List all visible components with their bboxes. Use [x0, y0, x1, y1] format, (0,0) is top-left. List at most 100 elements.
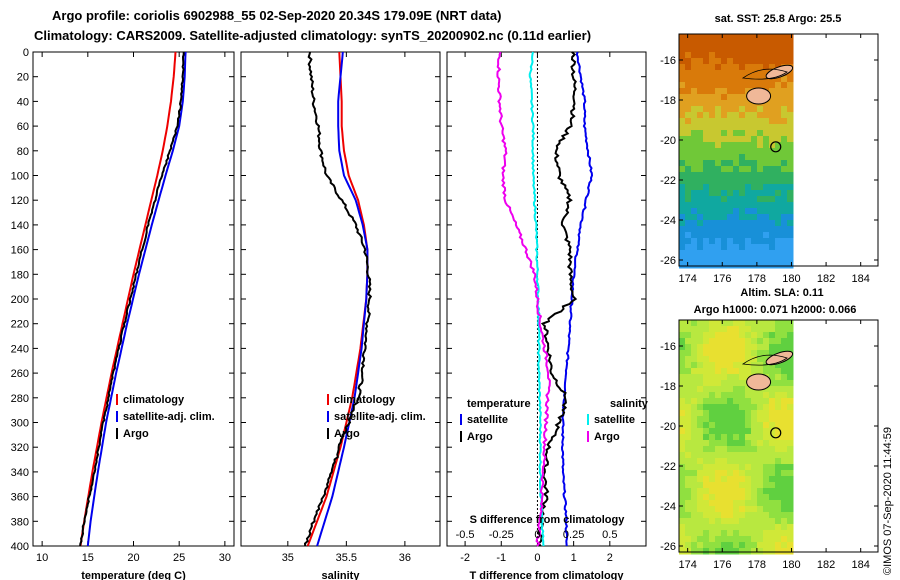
map-cell	[739, 464, 746, 471]
map-cell	[787, 40, 794, 47]
map-cell	[703, 494, 710, 501]
map-cell	[751, 518, 758, 525]
y-tick-label: 200	[11, 294, 29, 306]
map-cell	[757, 524, 764, 531]
map-cell	[715, 470, 722, 477]
map-cell	[769, 172, 776, 179]
map-cell	[721, 112, 728, 119]
x-axis-label: temperature (deg C)	[81, 570, 186, 580]
map-cell	[691, 130, 698, 137]
map-cell	[703, 172, 710, 179]
map-cell	[721, 470, 728, 477]
map-cell	[769, 232, 776, 239]
x-tick-label: 184	[852, 273, 870, 285]
map-cell	[703, 64, 710, 71]
map-cell	[715, 184, 722, 191]
map-cell	[727, 422, 734, 429]
map-cell	[697, 148, 704, 155]
map-cell	[763, 142, 770, 149]
legend-entry: satellite-adj. clim.	[123, 411, 215, 423]
map-cell	[703, 214, 710, 221]
map-cell	[697, 338, 704, 345]
map-cell	[679, 440, 686, 447]
map-cell	[703, 458, 710, 465]
map-cell	[751, 488, 758, 495]
map-cell	[691, 208, 698, 215]
map-cell	[703, 362, 710, 369]
y-tick-label: 280	[11, 393, 29, 405]
map-cell	[763, 220, 770, 227]
map-cell	[739, 40, 746, 47]
map-cell	[757, 470, 764, 477]
map-cell	[769, 392, 776, 399]
map-cell	[745, 82, 752, 89]
map-cell	[709, 440, 716, 447]
map-cell	[787, 208, 794, 215]
map-cell	[781, 470, 788, 477]
map-cell	[703, 262, 710, 269]
map-cell	[691, 458, 698, 465]
map-cell	[751, 458, 758, 465]
map-cell	[715, 524, 722, 531]
map-cell	[721, 392, 728, 399]
map-cell	[739, 416, 746, 423]
map-cell	[697, 232, 704, 239]
map-cell	[781, 166, 788, 173]
map-cell	[757, 226, 764, 233]
map-cell	[715, 52, 722, 59]
map-cell	[715, 452, 722, 459]
map-cell	[709, 344, 716, 351]
map-cell	[751, 398, 758, 405]
map-cell	[685, 446, 692, 453]
map-cell	[781, 464, 788, 471]
map-cell	[685, 452, 692, 459]
map-cell	[715, 256, 722, 263]
map-cell	[715, 136, 722, 143]
island-shape	[746, 87, 772, 105]
map-cell	[775, 46, 782, 53]
map-cell	[715, 548, 722, 555]
map-cell	[721, 374, 728, 381]
map-cell	[775, 536, 782, 543]
map-cell	[721, 416, 728, 423]
map-cell	[757, 476, 764, 483]
map-cell	[769, 58, 776, 65]
map-cell	[709, 428, 716, 435]
map-cell	[715, 154, 722, 161]
map-cell	[739, 256, 746, 263]
map-cell	[703, 250, 710, 257]
map-cell	[757, 256, 764, 263]
map-cell	[775, 320, 782, 327]
map-cell	[691, 392, 698, 399]
map-cell	[679, 518, 686, 525]
map-cell	[697, 154, 704, 161]
map-cell	[763, 40, 770, 47]
map-cell	[787, 392, 794, 399]
map-cell	[763, 506, 770, 513]
map-cell	[739, 458, 746, 465]
map-cell	[727, 440, 734, 447]
map-cell	[787, 548, 794, 555]
map-cell	[775, 530, 782, 537]
map-cell	[775, 112, 782, 119]
map-cell	[697, 500, 704, 507]
map-cell	[733, 506, 740, 513]
map-cell	[685, 416, 692, 423]
map-cell	[781, 368, 788, 375]
map-cell	[727, 166, 734, 173]
map-cell	[769, 398, 776, 405]
map-cell	[685, 148, 692, 155]
map-cell	[703, 112, 710, 119]
map-cell	[757, 404, 764, 411]
map-cell	[685, 202, 692, 209]
map-cell	[685, 422, 692, 429]
map-cell	[697, 178, 704, 185]
map-cell	[751, 40, 758, 47]
map-cell	[685, 214, 692, 221]
map-cell	[787, 374, 794, 381]
map-cell	[685, 440, 692, 447]
map-cell	[685, 220, 692, 227]
map-cell	[715, 88, 722, 95]
map-cell	[727, 332, 734, 339]
map-cell	[739, 350, 746, 357]
